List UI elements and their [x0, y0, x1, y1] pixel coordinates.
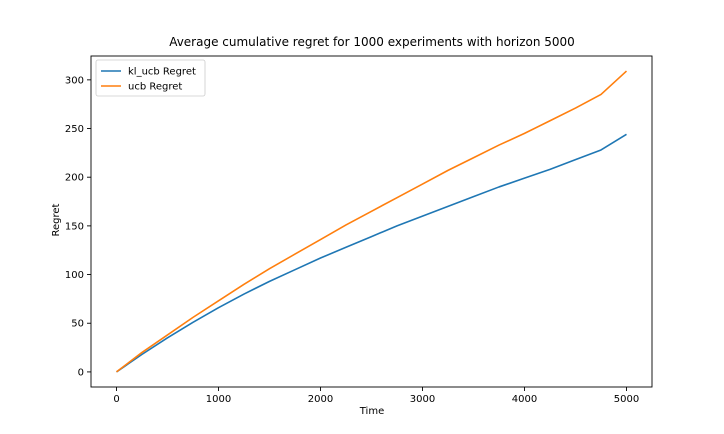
y-tick-label: 250 — [65, 124, 84, 135]
y-tick-label: 100 — [65, 270, 84, 281]
x-tick-label: 4000 — [512, 394, 537, 405]
y-axis-label: Regret — [51, 203, 62, 236]
series-line-2 — [116, 70, 628, 373]
chart-title: Average cumulative regret for 1000 exper… — [169, 35, 575, 49]
y-tick-label: 50 — [71, 319, 84, 330]
x-tick-label: 2000 — [308, 394, 333, 405]
x-tick-label: 0 — [113, 394, 119, 405]
axes-frame — [90, 55, 653, 388]
x-axis-label: Time — [359, 406, 384, 417]
x-tick-label: 3000 — [410, 394, 435, 405]
y-tick-label: 200 — [65, 173, 84, 184]
legend: kl_ucb Regret ucb Regret — [95, 59, 206, 97]
x-tick-label: 5000 — [614, 394, 639, 405]
series-line-1 — [116, 133, 627, 373]
y-tick-label: 150 — [65, 221, 84, 232]
legend-label-1: kl_ucb Regret — [128, 67, 196, 78]
y-tick-label: 0 — [78, 367, 84, 378]
plot-area: 0 1000 2000 3000 4000 5000 0 50 100 150 200 250 300 k… — [65, 55, 653, 405]
x-tick-label: 1000 — [206, 394, 231, 405]
legend-label-2: ucb Regret — [128, 82, 182, 93]
y-tick-label: 300 — [65, 75, 84, 86]
legend-box — [95, 59, 206, 97]
